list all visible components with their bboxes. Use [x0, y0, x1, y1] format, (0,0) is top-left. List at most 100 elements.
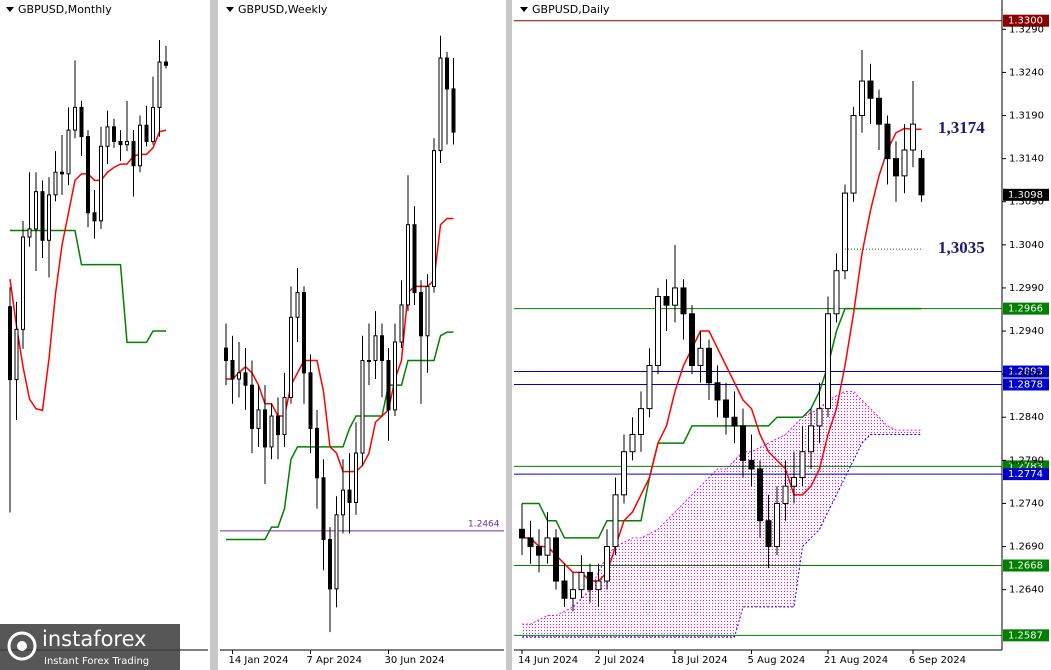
candle-body — [629, 433, 636, 453]
candle-body — [432, 150, 436, 287]
candle-body — [302, 292, 306, 374]
x-tick-label: 6 Sep 2024 — [909, 655, 966, 666]
candle-body — [774, 502, 780, 548]
candle-body — [561, 580, 568, 599]
candle-body — [876, 97, 882, 125]
title-arrow — [520, 7, 528, 12]
candle-body — [791, 477, 797, 487]
level-label-bg — [1003, 302, 1049, 315]
y-tick-label: 1.2840 — [1009, 412, 1044, 423]
logo-name: instaforex — [42, 627, 147, 651]
logo-icon — [7, 631, 37, 661]
candle-body — [910, 123, 916, 151]
candle-body — [527, 537, 534, 548]
candle-body — [412, 224, 417, 294]
candle-body — [373, 335, 378, 361]
logo: instaforex Instant Forex Trading — [0, 624, 180, 670]
candle-body — [347, 489, 352, 503]
y-tick-label: 1.2990 — [1009, 283, 1044, 294]
candle-body — [112, 126, 116, 142]
candle-body — [27, 228, 32, 238]
candle-body — [367, 359, 371, 362]
y-tick-label: 1.3240 — [1009, 67, 1044, 78]
level-label-bg — [1003, 188, 1049, 201]
candle-body — [808, 425, 814, 453]
candle-body — [21, 236, 25, 330]
candle-body — [663, 296, 670, 306]
candle-body — [230, 359, 235, 380]
candle-body — [138, 124, 142, 167]
candle-body — [164, 61, 168, 66]
x-tick-label: 14 Jun 2024 — [518, 655, 578, 666]
candle-body — [341, 489, 345, 516]
chart-title: GBPUSD,Daily — [532, 3, 610, 16]
level-label: 1.2668 — [1008, 561, 1043, 572]
candle-body — [697, 347, 704, 367]
candle-body — [144, 124, 149, 142]
candle-body — [151, 106, 155, 142]
candle-body — [723, 399, 729, 418]
candle-body — [646, 365, 653, 410]
x-tick-label: 30 Jun 2024 — [385, 655, 445, 666]
candle-body — [282, 397, 287, 436]
kijun-line — [226, 331, 454, 541]
candle-body — [73, 106, 77, 131]
candle-body — [782, 485, 789, 504]
candle-body — [295, 292, 300, 318]
level-label: 1.2774 — [1008, 469, 1043, 480]
candle-body — [570, 589, 576, 599]
candle-body — [334, 514, 339, 590]
candle-body — [672, 287, 678, 306]
level-label: 1.2464 — [468, 519, 500, 529]
candle-body — [276, 415, 280, 436]
candle-body — [595, 580, 602, 591]
candle-body — [47, 194, 51, 241]
candle-body — [308, 372, 313, 429]
candle-body — [918, 158, 925, 196]
candle-body — [748, 459, 755, 470]
candle-body — [8, 306, 12, 381]
x-tick-label: 21 Aug 2024 — [824, 655, 888, 666]
y-tick-label: 1.2940 — [1009, 326, 1044, 337]
candle-body — [289, 316, 293, 399]
logo-bg — [0, 624, 180, 670]
candle-body — [867, 80, 874, 99]
y-tick-label: 1.3140 — [1009, 154, 1044, 165]
candle-body — [60, 171, 64, 175]
candle-body — [842, 192, 848, 272]
candle-body — [40, 191, 45, 241]
chart-title: GBPUSD,Monthly — [18, 3, 112, 16]
level-label-bg — [1003, 468, 1049, 481]
candle-body — [816, 408, 823, 427]
y-tick-label: 1.3040 — [1009, 240, 1044, 251]
level-label: 1.3098 — [1008, 190, 1043, 201]
x-tick-label: 5 Aug 2024 — [748, 655, 806, 666]
y-tick-label: 1.3290 — [1009, 24, 1044, 35]
candle-body — [901, 149, 908, 177]
candle-body — [578, 571, 585, 591]
candle-body — [125, 140, 129, 146]
candle-body — [884, 123, 891, 160]
level-label: 1.2783 — [1008, 461, 1043, 472]
candle-body — [14, 328, 19, 381]
candle-body — [243, 372, 248, 386]
candle-body — [612, 494, 619, 548]
candle-body — [321, 477, 326, 541]
annotation: 1,3174 — [938, 118, 985, 137]
candle-body — [587, 571, 593, 591]
level-label-bg — [1003, 14, 1049, 27]
candle-body — [86, 136, 90, 214]
candle-body — [451, 88, 456, 133]
level-label: 1.2893 — [1008, 367, 1043, 378]
separator — [210, 0, 218, 670]
candle-body — [256, 409, 261, 429]
candle-body — [99, 145, 103, 222]
level-label-bg — [1003, 629, 1049, 642]
candle-body — [399, 304, 404, 343]
candle-body — [731, 416, 738, 427]
candle-body — [131, 140, 136, 167]
candle-body — [315, 427, 319, 479]
candle-body — [105, 126, 110, 147]
candle-body — [419, 292, 423, 337]
